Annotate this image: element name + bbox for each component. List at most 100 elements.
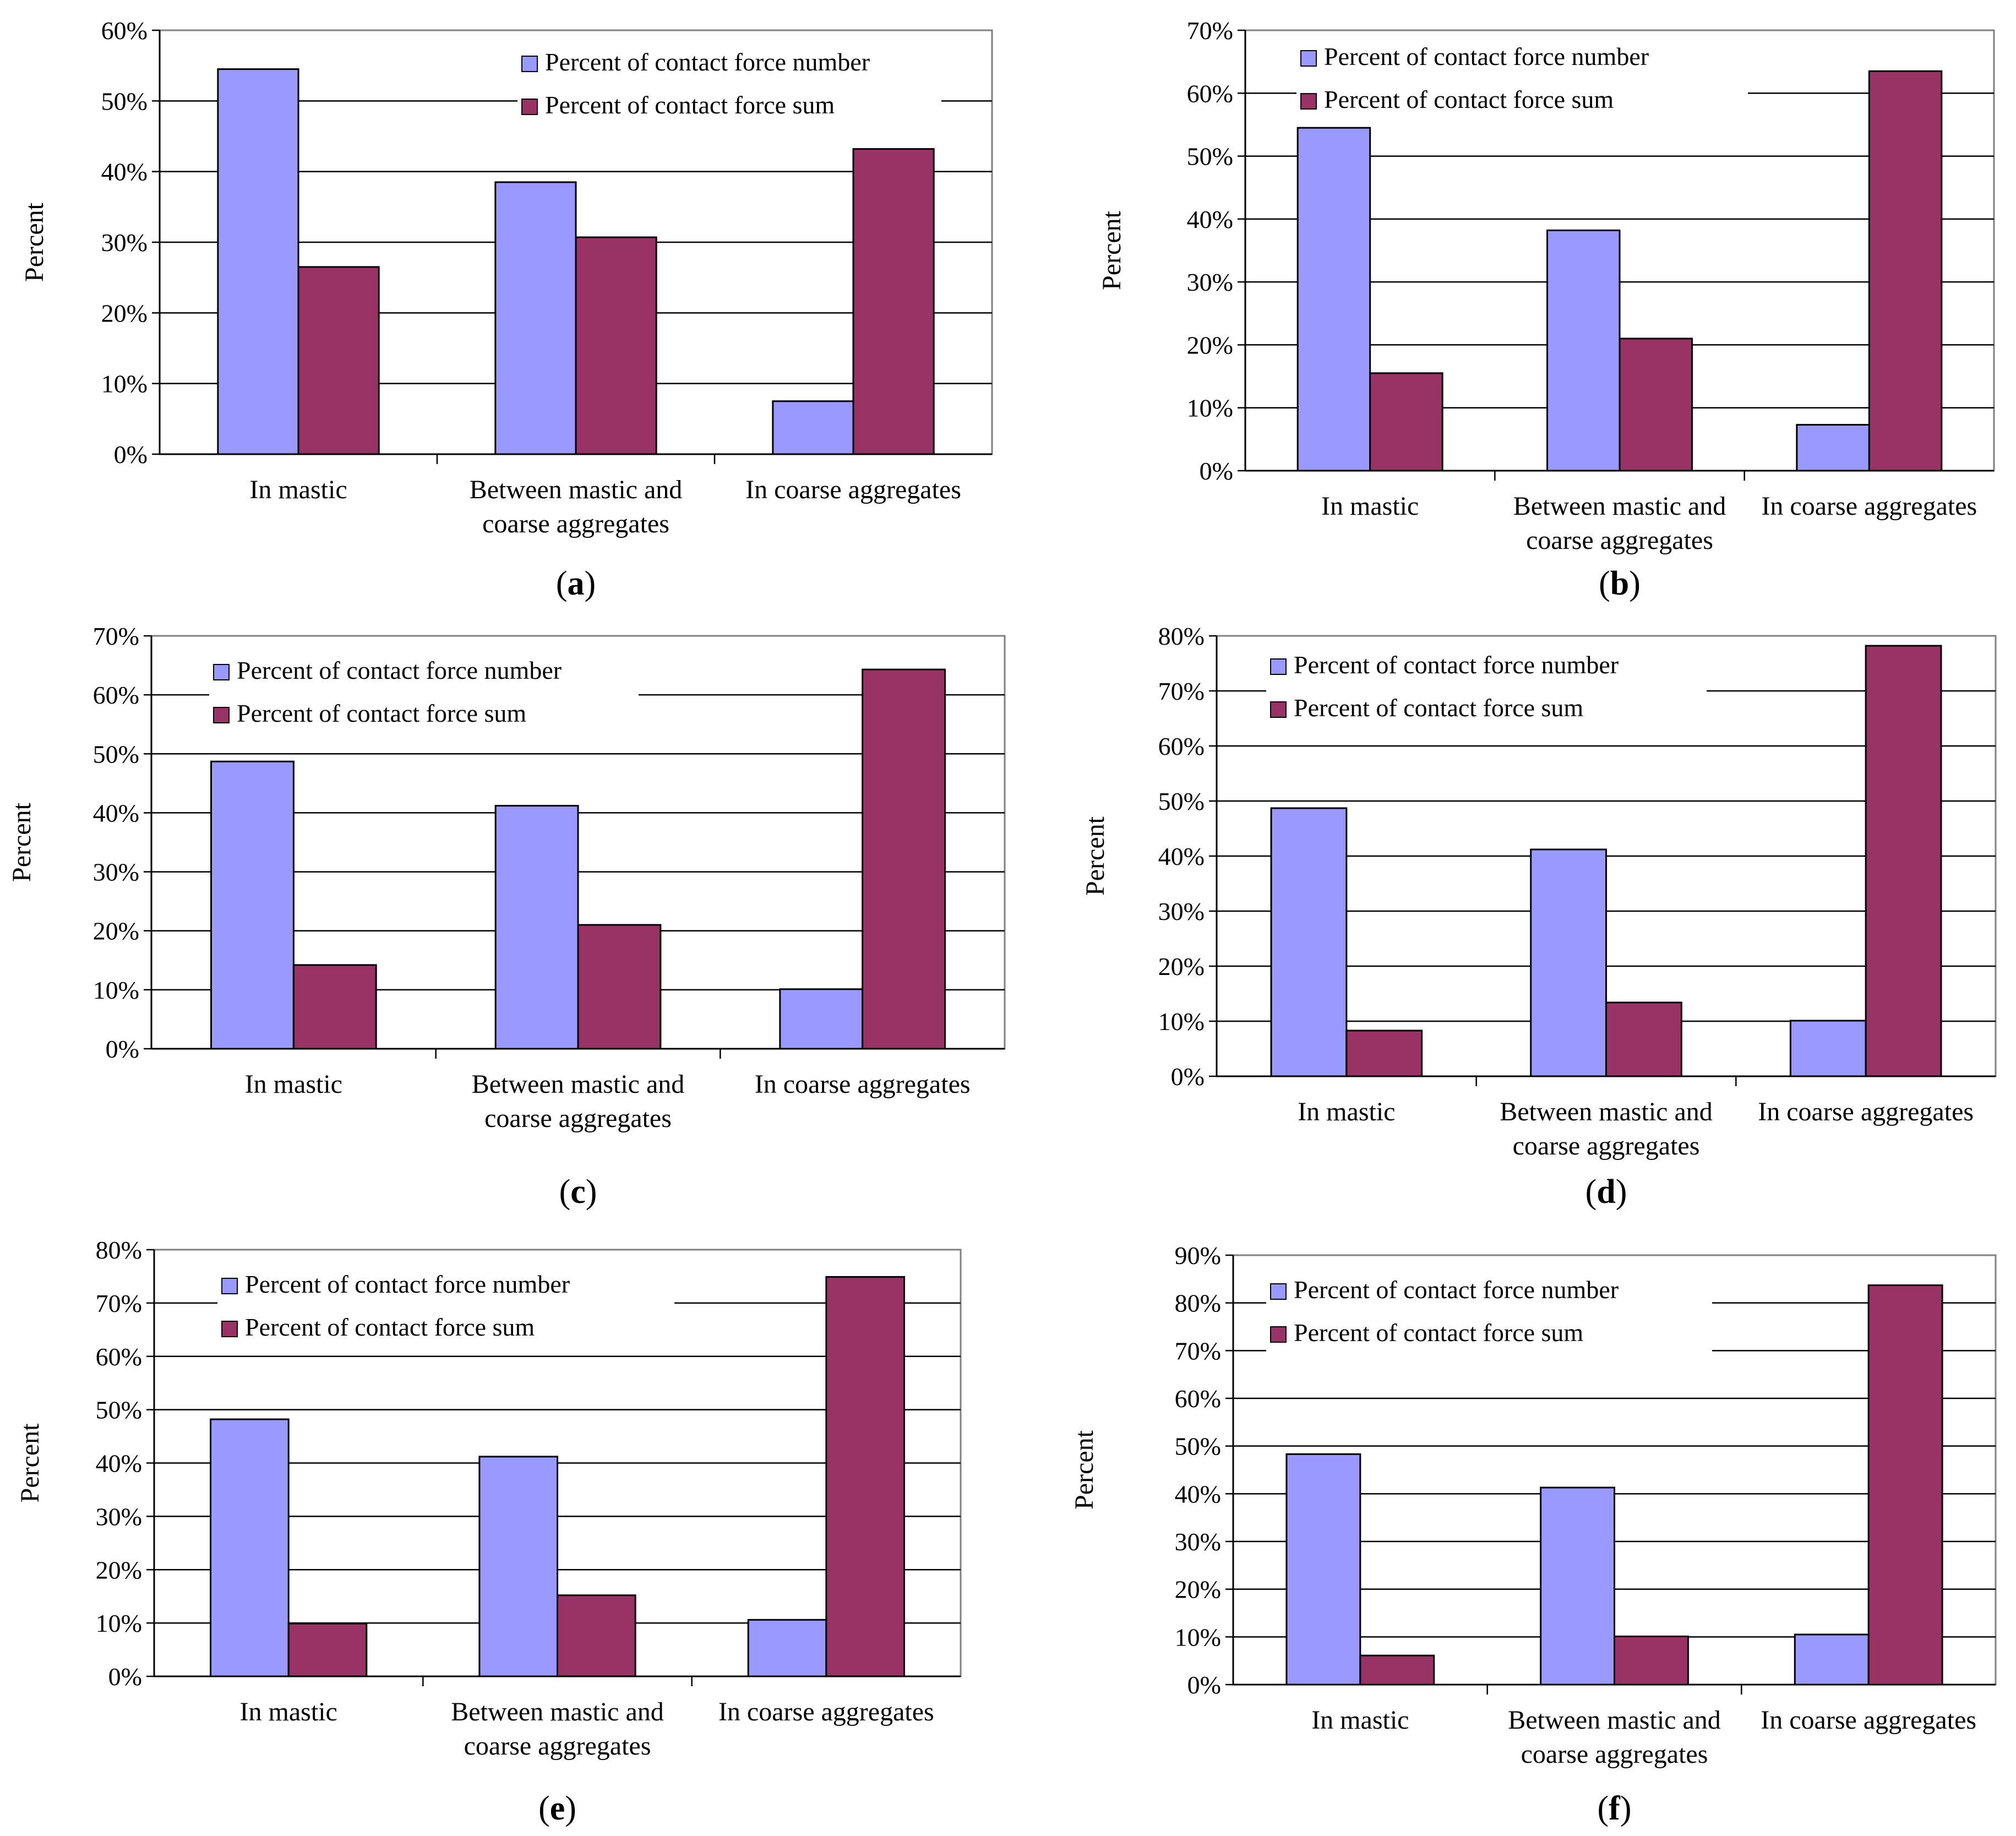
y-axis-label: Percent	[1081, 816, 1110, 896]
category-label: coarse aggregates	[1513, 1131, 1700, 1161]
legend: Percent of contact force number Percent o…	[1296, 36, 1748, 127]
legend-label-sum: Percent of contact force sum	[1294, 1319, 1583, 1347]
bar-contact-force-number-3	[1789, 1020, 1867, 1077]
category-label: In mastic	[240, 1697, 337, 1726]
legend: Percent of contact force number Percent o…	[1266, 644, 1707, 735]
panel-caption: (c)	[559, 1173, 597, 1211]
bar-contact-force-number-2	[1530, 848, 1607, 1077]
chart-panel-a: 0% 10% 20% 30% 40% 50% 60% Percent In mastic Betw…	[20, 17, 993, 602]
bar-contact-force-sum-1	[287, 1622, 368, 1677]
y-tick-label: 10%	[101, 370, 148, 398]
panel-caption-letter: f	[1609, 1790, 1621, 1827]
category-label: Between mastic and	[1500, 1097, 1713, 1126]
bar-contact-force-sum-2	[1619, 337, 1693, 472]
y-tick-label: 80%	[96, 1236, 142, 1264]
y-tick-label: 70%	[1175, 1337, 1221, 1365]
y-tick-label: 10%	[93, 976, 139, 1004]
panel-caption-letter: b	[1610, 565, 1629, 602]
category-label: coarse aggregates	[482, 509, 669, 538]
bar-contact-force-sum-2	[577, 924, 662, 1050]
legend-label-sum: Percent of contact force sum	[237, 699, 526, 727]
category-label: In coarse aggregates	[718, 1697, 934, 1726]
panel-caption: (a)	[556, 565, 596, 602]
bar-contact-force-sum-2	[575, 236, 657, 455]
bar-contact-force-number-2	[478, 1456, 559, 1677]
bar-contact-force-sum-2	[1614, 1635, 1689, 1686]
legend-box	[209, 650, 639, 740]
legend-box	[1296, 36, 1748, 127]
category-label: Between mastic and	[1513, 492, 1726, 521]
legend-label-sum: Percent of contact force sum	[1324, 85, 1614, 113]
y-tick-label: 40%	[96, 1450, 142, 1478]
category-label: coarse aggregates	[484, 1104, 672, 1133]
category-label: In mastic	[1311, 1706, 1409, 1735]
bar-contact-force-number-1	[217, 68, 299, 455]
category-label: In coarse aggregates	[1761, 492, 1977, 521]
category-label: Between mastic and	[451, 1697, 664, 1726]
chart-panel-f: 0% 10% 20% 30% 40% 50% 60% 70% 80% 90% Percent In m…	[1070, 1241, 1997, 1827]
y-tick-label: 60%	[1175, 1385, 1221, 1413]
bar-contact-force-number-2	[1546, 229, 1621, 472]
legend-swatch-sum	[1270, 701, 1287, 718]
y-tick-label: 60%	[1187, 79, 1233, 107]
bar-contact-force-number-1	[1270, 807, 1348, 1077]
category-label: Between mastic and	[1508, 1706, 1721, 1735]
chart-panel-e: 0% 10% 20% 30% 40% 50% 60% 70% 80% Percent In mast…	[15, 1236, 962, 1827]
legend-swatch-sum	[221, 1321, 238, 1337]
bar-contact-force-sum-3	[862, 668, 946, 1050]
bar-contact-force-sum-1	[292, 964, 377, 1050]
legend: Percent of contact force number Percent o…	[1266, 1269, 1712, 1360]
legend-box	[1266, 644, 1707, 735]
bar-contact-force-number-3	[747, 1619, 827, 1677]
legend-label-number: Percent of contact force number	[545, 48, 870, 76]
category-label: coarse aggregates	[464, 1731, 651, 1761]
y-axis-label: Percent	[7, 802, 36, 882]
legend: Percent of contact force number Percent o…	[209, 650, 639, 740]
bar-contact-force-sum-1	[1369, 372, 1443, 472]
y-tick-label: 40%	[1187, 205, 1233, 233]
category-label: Between mastic and	[470, 475, 683, 504]
legend-swatch-sum	[521, 99, 538, 115]
y-tick-label: 10%	[1158, 1007, 1205, 1036]
y-tick-label: 50%	[93, 740, 139, 768]
y-axis-label: Percent	[1097, 210, 1126, 290]
y-tick-label: 0%	[106, 1035, 139, 1063]
y-tick-label: 40%	[93, 799, 139, 827]
legend: Percent of contact force number Percent o…	[217, 1263, 674, 1354]
legend: Percent of contact force number Percent o…	[517, 41, 941, 132]
bar-contact-force-sum-3	[1867, 1284, 1943, 1686]
y-tick-label: 70%	[93, 622, 139, 650]
bar-contact-force-number-2	[1540, 1486, 1616, 1686]
bar-contact-force-number-1	[210, 1418, 290, 1677]
y-axis-label: Percent	[20, 202, 49, 282]
y-tick-label: 40%	[1158, 842, 1205, 870]
y-tick-label: 0%	[1187, 1671, 1221, 1699]
bar-contact-force-number-2	[494, 181, 577, 455]
y-tick-label: 60%	[96, 1343, 142, 1371]
y-tick-label: 50%	[1158, 787, 1205, 815]
bar-contact-force-number-1	[1296, 127, 1371, 472]
y-tick-label: 0%	[1171, 1063, 1205, 1091]
bar-contact-force-sum-3	[1865, 645, 1942, 1077]
panel-caption: (d)	[1585, 1173, 1627, 1211]
legend-label-sum: Percent of contact force sum	[245, 1313, 535, 1341]
legend-box	[217, 1263, 674, 1354]
panel-caption: (f)	[1598, 1790, 1632, 1827]
bar-contact-force-sum-1	[1359, 1654, 1435, 1686]
category-label: In coarse aggregates	[745, 475, 961, 504]
legend-box	[1266, 1269, 1712, 1360]
y-tick-label: 10%	[1187, 394, 1233, 422]
y-tick-label: 30%	[93, 858, 139, 886]
y-tick-label: 50%	[96, 1396, 142, 1424]
y-tick-label: 70%	[1187, 17, 1233, 45]
category-label: In coarse aggregates	[755, 1070, 971, 1099]
y-tick-label: 0%	[1200, 457, 1233, 485]
category-label: In mastic	[249, 475, 347, 504]
y-tick-label: 70%	[1158, 677, 1205, 705]
y-tick-label: 90%	[1175, 1241, 1221, 1270]
y-tick-label: 20%	[1158, 952, 1205, 980]
legend-label-number: Percent of contact force number	[1294, 1276, 1619, 1304]
bar-contact-force-sum-1	[297, 266, 380, 455]
y-tick-label: 70%	[96, 1289, 142, 1317]
